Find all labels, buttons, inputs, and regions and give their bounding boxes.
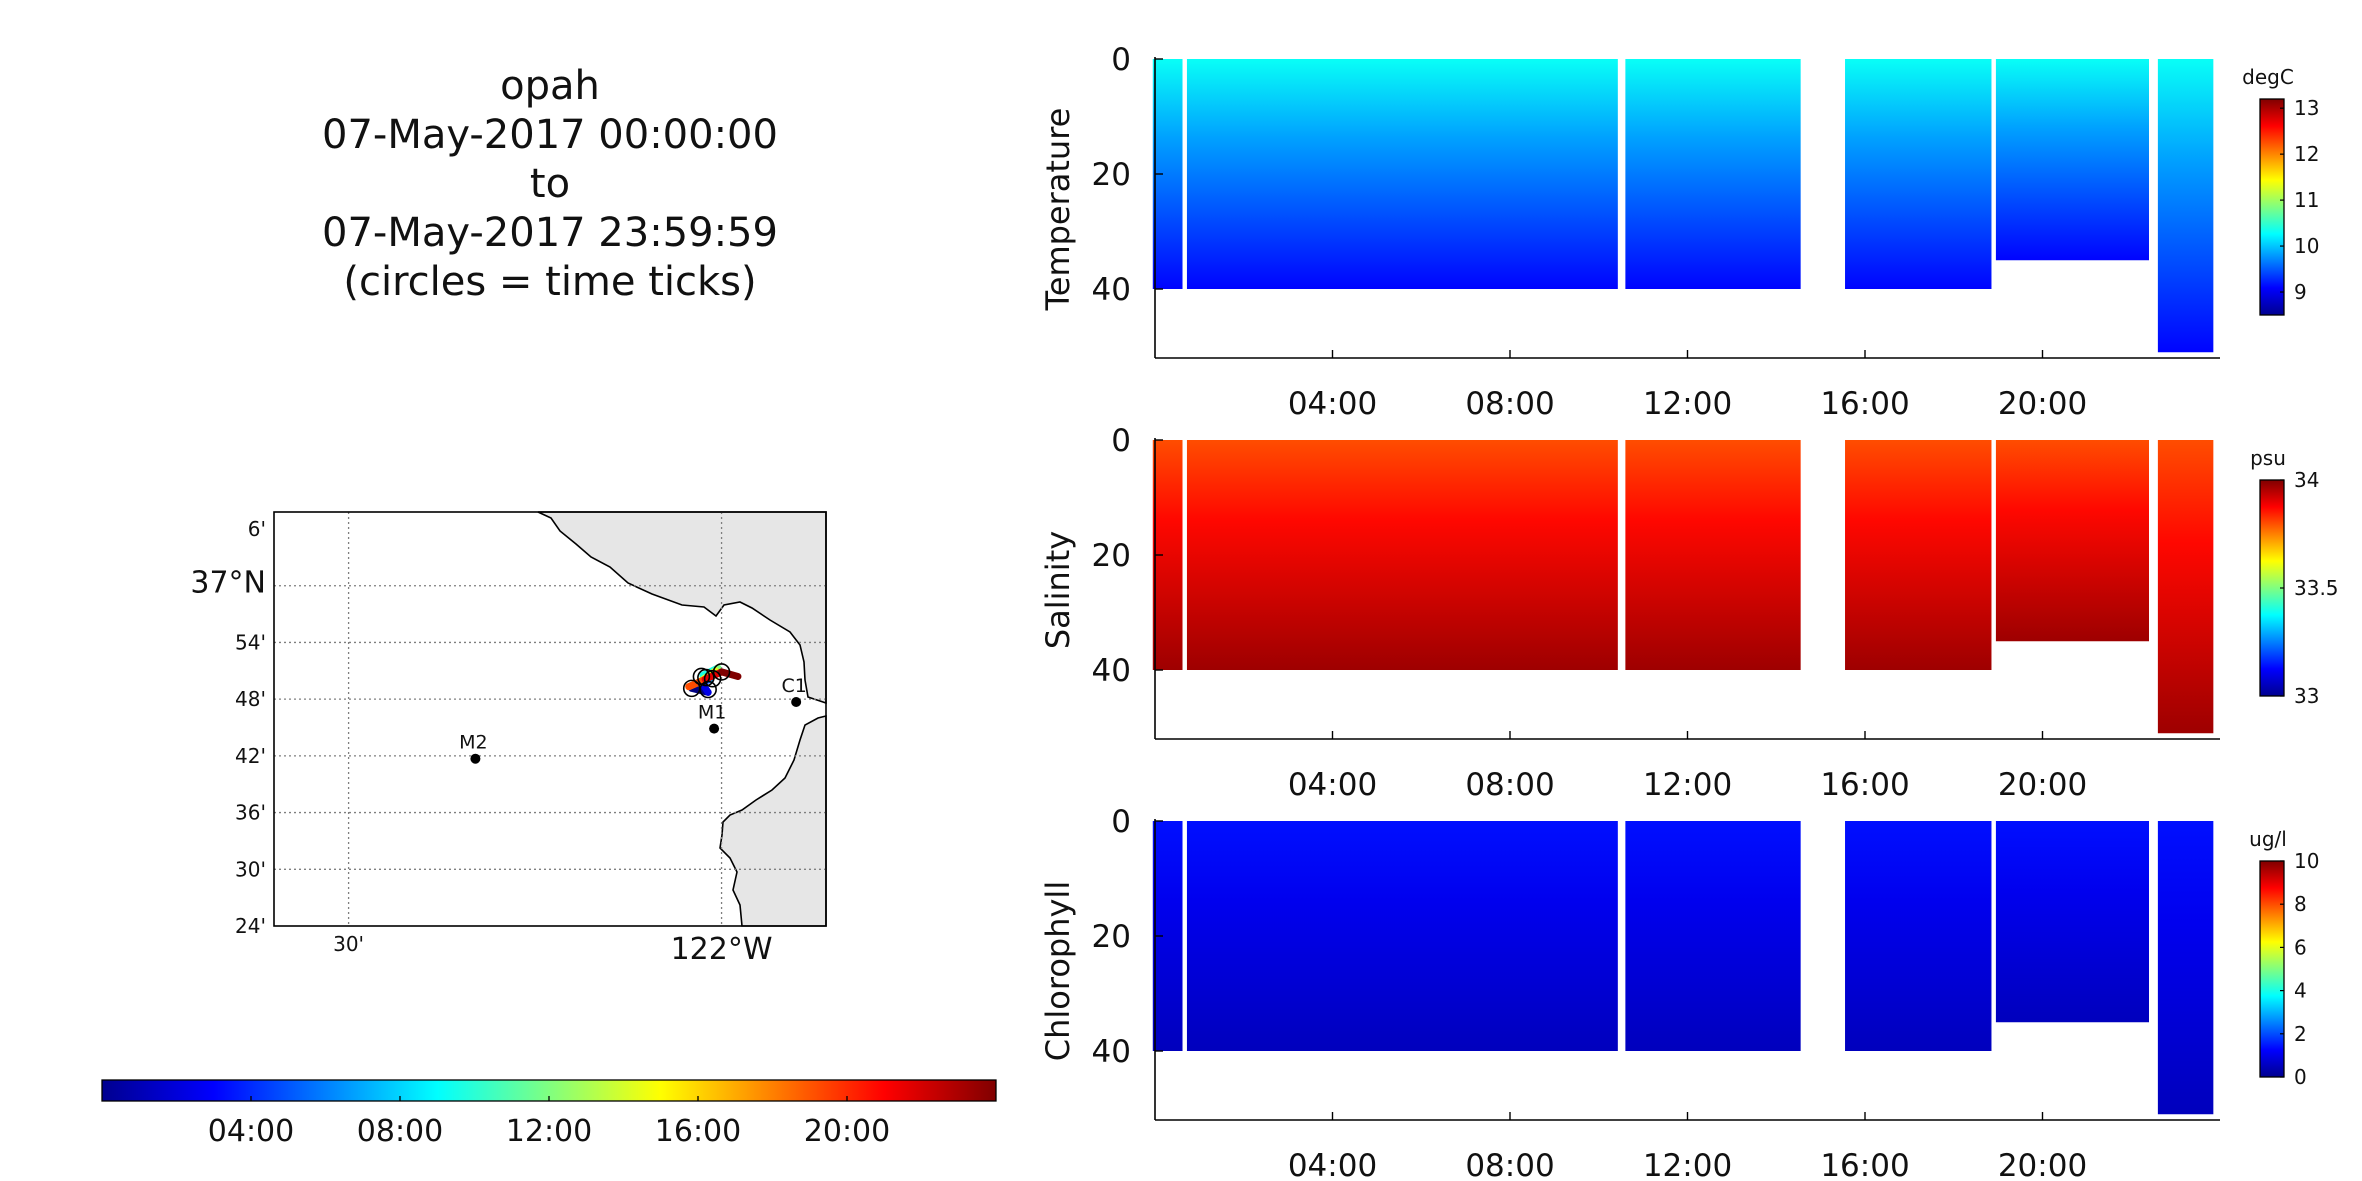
profile-block — [1186, 440, 1618, 670]
profile-block — [1186, 821, 1618, 1051]
colorbar-tick-label: 34 — [2294, 468, 2319, 492]
profile-block — [1995, 59, 2149, 261]
map-lat-tick: 42' — [235, 744, 266, 768]
time-colorbar-label: 08:00 — [357, 1114, 443, 1149]
time-tick-circle — [712, 663, 731, 681]
figure-title: opah 07-May-2017 00:00:00 to 07-May-2017… — [255, 62, 845, 307]
colorbar-tick-label: 10 — [2294, 234, 2319, 258]
map-lon-tick: 30' — [333, 932, 364, 956]
y-tick-label: 20 — [1092, 538, 1131, 574]
title-end-time: 07-May-2017 23:59:59 — [322, 210, 778, 256]
station-marker — [470, 753, 481, 764]
x-tick-label: 04:00 — [1288, 1148, 1377, 1181]
x-tick-label: 20:00 — [1998, 386, 2087, 422]
colorbar-tick-label: 9 — [2294, 280, 2307, 304]
map-lon-tick: 122°W — [671, 932, 773, 967]
time-tick-circle — [703, 669, 722, 688]
x-tick-label: 04:00 — [1288, 386, 1377, 422]
colorbar-unit: ug/l — [2249, 827, 2287, 851]
colorbar-tick-label: 33.5 — [2294, 576, 2339, 600]
colorbar-tick-label: 11 — [2294, 188, 2319, 212]
x-tick-label: 08:00 — [1465, 767, 1554, 803]
colorbar-tick-label: 10 — [2294, 849, 2319, 873]
title-note: (circles = time ticks) — [343, 259, 757, 305]
profile-block — [2157, 821, 2214, 1115]
x-tick-label: 04:00 — [1288, 767, 1377, 803]
coastline — [537, 511, 827, 927]
time-colorbar-label: 04:00 — [208, 1114, 294, 1149]
x-tick-label: 12:00 — [1643, 767, 1732, 803]
time-colorbar: 04:00 08:00 12:00 16:00 20:00 — [101, 1079, 997, 1149]
map-lat-tick: 48' — [235, 687, 266, 711]
y-axis-title: Temperature — [1039, 108, 1077, 312]
station-label: M2 — [459, 732, 487, 754]
map-panel: 6' 37°N 54' 48' 42' 36' 30' 24' 30' 122°W C1 M1 M2 — [190, 511, 827, 967]
colorbar-tick-label: 6 — [2294, 935, 2307, 959]
profile-block — [1625, 440, 1801, 670]
time-colorbar-label: 20:00 — [804, 1114, 890, 1149]
profile-block — [1625, 59, 1801, 289]
profile-block — [2157, 59, 2214, 353]
section-panel-salinity: 0 20 40 04:00 08:00 12:00 16:00 20:00 Salinity ps… — [1039, 423, 2339, 803]
section-panel-temperature: 0 20 40 04:00 08:00 12:00 16:00 20:00 Temperatur… — [1039, 42, 2319, 422]
map-lat-tick: 36' — [235, 801, 266, 825]
title-to: to — [529, 161, 571, 207]
colorbar-tick-label: 4 — [2294, 979, 2307, 1003]
y-tick-label: 0 — [1111, 423, 1131, 459]
map-lat-tick: 37°N — [190, 566, 266, 601]
title-start-time: 07-May-2017 00:00:00 — [322, 112, 778, 158]
x-tick-label: 08:00 — [1465, 386, 1554, 422]
colorbar-tick-label: 12 — [2294, 142, 2319, 166]
y-axis-title: Chlorophyll — [1039, 881, 1077, 1061]
x-tick-label: 08:00 — [1465, 1148, 1554, 1181]
profile-block — [2157, 440, 2214, 734]
profile-block — [1845, 821, 1992, 1051]
colorbar-unit: degC — [2242, 65, 2294, 89]
y-tick-label: 0 — [1111, 804, 1131, 840]
x-tick-label: 12:00 — [1643, 1148, 1732, 1181]
map-frame — [273, 511, 827, 927]
colorbar-unit: psu — [2250, 446, 2286, 470]
profile-block — [1995, 821, 2149, 1023]
map-lat-tick: 6' — [248, 517, 266, 541]
profile-block — [1845, 59, 1992, 289]
x-tick-label: 20:00 — [1998, 767, 2087, 803]
station-marker — [791, 696, 802, 707]
y-axis-title: Salinity — [1039, 531, 1077, 649]
station-label: C1 — [781, 675, 806, 697]
time-tick-circle — [697, 668, 715, 687]
x-tick-label: 16:00 — [1820, 1148, 1909, 1181]
colorbar-tick-label: 2 — [2294, 1022, 2307, 1046]
station-marker — [709, 723, 720, 734]
profile-block — [1186, 59, 1618, 289]
y-tick-label: 40 — [1092, 272, 1131, 308]
map-lat-tick: 30' — [235, 857, 266, 881]
profile-block — [1995, 440, 2149, 642]
x-tick-label: 16:00 — [1820, 386, 1909, 422]
map-lat-tick: 24' — [235, 914, 266, 938]
y-tick-label: 40 — [1092, 653, 1131, 689]
colorbar-tick-label: 8 — [2294, 892, 2307, 916]
y-tick-label: 20 — [1092, 919, 1131, 955]
time-colorbar-label: 12:00 — [506, 1114, 592, 1149]
colorbar-tick-label: 33 — [2294, 684, 2319, 708]
colorbar-tick-label: 0 — [2294, 1065, 2307, 1089]
panel-colorbar — [2259, 860, 2285, 1078]
colorbar-tick-label: 13 — [2294, 96, 2319, 120]
time-colorbar-label: 16:00 — [655, 1114, 741, 1149]
y-tick-label: 20 — [1092, 157, 1131, 193]
y-tick-label: 40 — [1092, 1034, 1131, 1070]
map-lat-tick: 54' — [235, 630, 266, 654]
x-tick-label: 20:00 — [1998, 1148, 2087, 1181]
station-label: M1 — [698, 702, 726, 724]
panel-colorbar — [2259, 98, 2285, 316]
y-tick-label: 0 — [1111, 42, 1131, 78]
x-tick-label: 12:00 — [1643, 386, 1732, 422]
profile-block — [1845, 440, 1992, 670]
profile-block — [1625, 821, 1801, 1051]
title-platform: opah — [500, 63, 600, 109]
x-tick-label: 16:00 — [1820, 767, 1909, 803]
